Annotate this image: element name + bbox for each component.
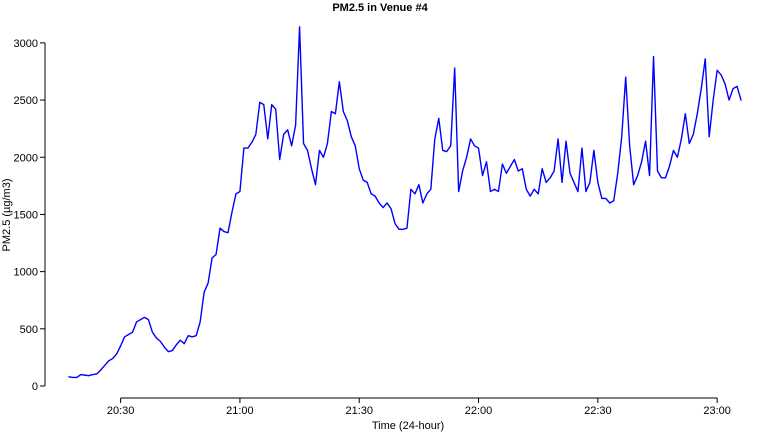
y-tick-label: 1500 — [14, 209, 38, 221]
x-axis-label: Time (24-hour) — [372, 420, 444, 432]
y-tick-label: 500 — [20, 324, 38, 336]
chart-title: PM2.5 in Venue #4 — [332, 2, 428, 14]
axes: 20:30 21:00 21:30 22:00 22:30 23:00 0 500 1000 1… — [14, 38, 731, 417]
y-tick-label: 2000 — [14, 152, 38, 164]
y-tick-label: 3000 — [14, 38, 38, 50]
x-tick-label: 21:00 — [226, 405, 254, 417]
y-tick-label: 2500 — [14, 95, 38, 107]
plot-area — [68, 26, 742, 379]
series-line — [68, 26, 742, 379]
x-tick-label: 21:30 — [345, 405, 373, 417]
x-tick-label: 22:30 — [584, 405, 612, 417]
y-tick-label: 0 — [32, 381, 38, 393]
x-tick-label: 20:30 — [107, 405, 135, 417]
y-axis-ticks: 0 500 1000 1500 2000 2500 3000 — [14, 38, 45, 393]
y-axis-label: PM2.5 (µg/m3) — [1, 179, 13, 252]
y-tick-label: 1000 — [14, 267, 38, 279]
x-tick-label: 22:00 — [465, 405, 493, 417]
x-tick-label: 23:00 — [703, 405, 731, 417]
x-axis-ticks: 20:30 21:00 21:30 22:00 22:30 23:00 — [107, 398, 731, 417]
